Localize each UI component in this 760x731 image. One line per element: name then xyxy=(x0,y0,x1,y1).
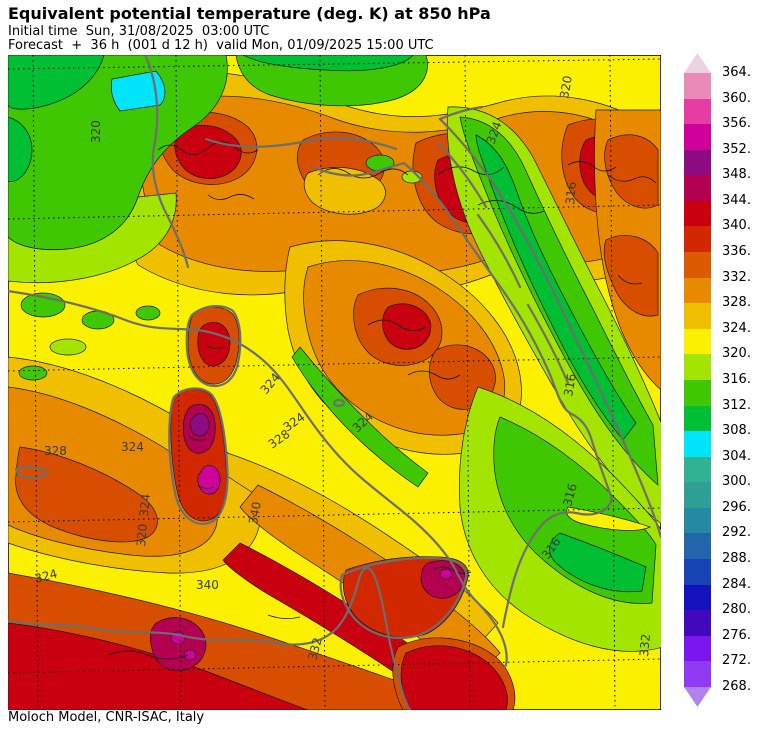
colorbar-segment xyxy=(684,379,711,406)
colorbar-segment xyxy=(684,303,711,329)
colorbar-label: 348. xyxy=(722,167,751,183)
colorbar-segment xyxy=(684,73,711,99)
colorbar-segment xyxy=(684,610,711,636)
contour-label: 320 xyxy=(557,75,575,100)
colorbar-label: 288. xyxy=(722,551,751,567)
colorbar-label: 344. xyxy=(722,192,751,208)
colorbar-label: 340. xyxy=(722,218,751,234)
contour-label: 316 xyxy=(563,181,579,205)
colorbar-label: 312. xyxy=(722,397,751,413)
colorbar-label: 364. xyxy=(722,65,751,80)
colorbar-label: 352. xyxy=(722,141,751,157)
colorbar-label: 320. xyxy=(722,346,751,362)
contour-label: 324 xyxy=(33,566,59,585)
filled-contours xyxy=(8,55,661,710)
contour-label: 320 xyxy=(134,523,150,547)
contour-label: 328 xyxy=(44,444,67,458)
colorbar-label: 336. xyxy=(722,244,751,260)
colorbar-label: 296. xyxy=(722,499,751,515)
colorbar-segment xyxy=(684,200,711,227)
colorbar-segment xyxy=(684,558,711,585)
contour-label: 316 xyxy=(561,373,579,398)
colorbar-segment xyxy=(684,635,711,662)
contour-label: 324 xyxy=(121,440,144,454)
contour-label: 332 xyxy=(637,633,653,657)
colorbar-segment xyxy=(684,456,711,483)
contour-label: 340 xyxy=(196,578,219,592)
graticule xyxy=(8,55,661,710)
colorbar-label: 360. xyxy=(722,90,751,106)
colorbar-segment xyxy=(684,175,711,201)
weather-map: 320 324 320 316 316 316 316 324 324 324 328 328 324 3… xyxy=(8,55,661,710)
page-title: Equivalent potential temperature (deg. K… xyxy=(8,4,491,23)
colorbar-arrow-up xyxy=(684,53,711,73)
colorbar-label: 356. xyxy=(722,116,751,132)
colorbar-label: 272. xyxy=(722,653,751,669)
colorbar xyxy=(684,53,711,707)
colorbar-label: 328. xyxy=(722,295,751,311)
colorbar-arrow-down xyxy=(684,686,711,707)
forecast-valid-line: Forecast + 36 h (001 d 12 h) valid Mon, … xyxy=(8,38,434,53)
colorbar-label: 332. xyxy=(722,269,751,285)
colorbar-segment xyxy=(684,252,711,278)
colorbar-label: 276. xyxy=(722,627,751,643)
colorbar-label: 308. xyxy=(722,423,751,439)
contour-label: 324 xyxy=(137,493,153,517)
colorbar-label: 292. xyxy=(722,525,751,541)
colorbar-segment xyxy=(684,533,711,559)
initial-time-line: Initial time Sun, 31/08/2025 03:00 UTC xyxy=(8,24,270,39)
colorbar-label: 300. xyxy=(722,474,751,490)
colorbar-segment xyxy=(684,328,711,355)
contour-label: 316 xyxy=(560,482,579,508)
colorbar-label: 316. xyxy=(722,371,751,387)
contour-label: 320 xyxy=(89,120,103,143)
colorbar-label: 284. xyxy=(722,576,751,592)
colorbar-segment xyxy=(684,584,711,611)
colorbar-label: 268. xyxy=(722,678,751,694)
colorbar-segment xyxy=(684,661,711,687)
colorbar-label: 324. xyxy=(722,320,751,336)
colorbar-label: 280. xyxy=(722,602,751,618)
colorbar-segment xyxy=(684,226,711,253)
colorbar-segment xyxy=(684,482,711,508)
colorbar-segment xyxy=(684,277,711,304)
colorbar-segment xyxy=(684,149,711,176)
colorbar-segment xyxy=(684,405,711,432)
colorbar-segment xyxy=(684,431,711,457)
colorbar-segment xyxy=(684,98,711,125)
colorbar-label: 304. xyxy=(722,448,751,464)
contour-label: 332 xyxy=(305,636,324,662)
colorbar-segment xyxy=(684,354,711,380)
contour-label: 340 xyxy=(246,501,264,526)
colorbar-segment xyxy=(684,124,711,150)
colorbar-segment xyxy=(684,507,711,534)
footer-credit: Moloch Model, CNR-ISAC, Italy xyxy=(8,710,205,725)
coastlines xyxy=(8,55,661,710)
